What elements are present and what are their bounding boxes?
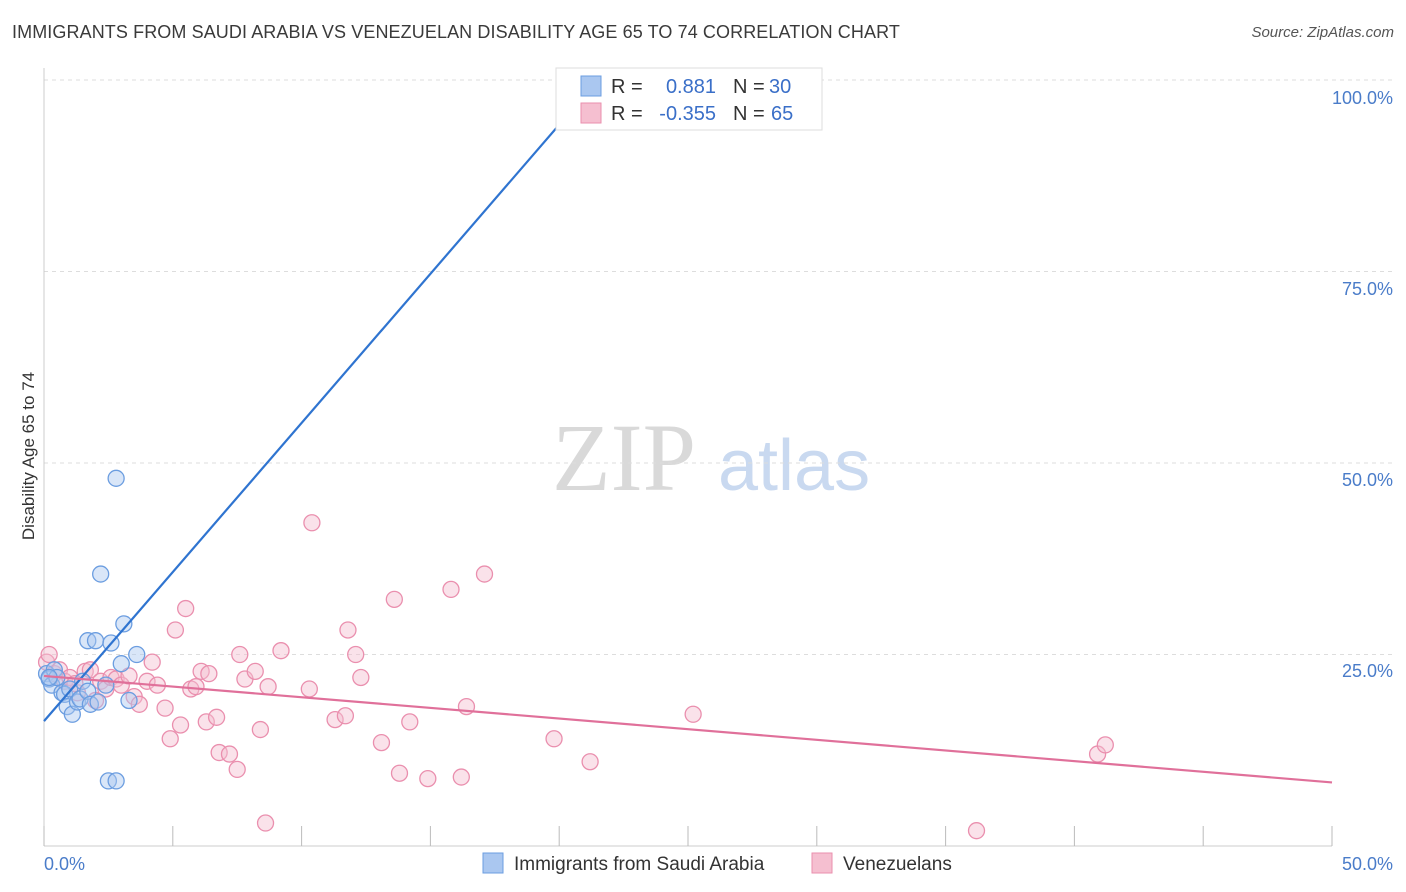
blue-data-point bbox=[115, 615, 133, 633]
pink-data-point bbox=[967, 822, 986, 840]
y-tick-label-100: 100.0% bbox=[1332, 88, 1393, 108]
pink-data-point bbox=[347, 645, 365, 664]
pink-data-point bbox=[1096, 736, 1114, 754]
y-tick-label-25: 25.0% bbox=[1342, 661, 1393, 681]
pink-data-point bbox=[336, 707, 355, 725]
legend-n-label-pink: N = bbox=[733, 103, 765, 125]
pink-data-point bbox=[259, 678, 277, 696]
legend-n-value-pink: 65 bbox=[771, 103, 793, 125]
pink-data-point bbox=[339, 621, 357, 639]
x-tick-marks bbox=[43, 826, 1333, 846]
watermark-atlas: atlas bbox=[718, 426, 870, 506]
pink-data-point bbox=[130, 695, 148, 713]
legend-n-label-blue: N = bbox=[733, 76, 765, 98]
blue-data-point bbox=[92, 565, 110, 583]
chart-title: IMMIGRANTS FROM SAUDI ARABIA VS VENEZUEL… bbox=[12, 22, 900, 42]
pink-data-point bbox=[385, 590, 403, 608]
blue-data-point bbox=[120, 691, 138, 710]
pink-data-point bbox=[442, 580, 460, 599]
pink-data-point bbox=[475, 565, 494, 583]
pink-data-point bbox=[171, 716, 190, 734]
series-legend-swatch-blue bbox=[482, 852, 504, 874]
correlation-legend: R = 0.881 N = 30 R = -0.355 N = 65 bbox=[555, 67, 823, 131]
y-tick-label-75: 75.0% bbox=[1342, 279, 1393, 299]
blue-data-point bbox=[107, 772, 125, 790]
watermark-zip: ZIP bbox=[552, 404, 696, 511]
pink-data-point bbox=[200, 665, 218, 683]
trend-lines bbox=[43, 79, 1333, 784]
blue-data-point bbox=[112, 655, 130, 673]
y-axis-label: Disability Age 65 to 74 bbox=[19, 372, 38, 540]
pink-data-point bbox=[401, 713, 419, 731]
series-legend-swatch-pink bbox=[811, 852, 833, 874]
pink-data-point bbox=[684, 705, 702, 723]
pink-data-point bbox=[352, 668, 370, 687]
pink-data-point bbox=[300, 680, 318, 698]
pink-data-point bbox=[231, 645, 249, 664]
x-tick-label-max: 50.0% bbox=[1342, 854, 1393, 874]
pink-data-point bbox=[326, 710, 344, 729]
x-tick-label-min: 0.0% bbox=[44, 854, 85, 874]
blue-data-point bbox=[79, 682, 97, 700]
pink-data-point bbox=[166, 621, 185, 639]
legend-n-value-blue: 30 bbox=[769, 76, 791, 98]
pink-data-point bbox=[40, 645, 58, 664]
pink-data-point bbox=[581, 753, 599, 771]
gridlines bbox=[44, 79, 1394, 655]
series-legend: Immigrants from Saudi Arabia Venezuelans bbox=[482, 852, 952, 875]
y-tick-label-50: 50.0% bbox=[1342, 470, 1393, 490]
legend-swatch-pink bbox=[580, 102, 602, 124]
blue-data-point bbox=[73, 672, 92, 690]
pink-data-point bbox=[207, 708, 226, 726]
pink-data-point bbox=[251, 720, 270, 739]
legend-r-value-blue: 0.881 bbox=[666, 76, 716, 98]
pink-data-point bbox=[256, 814, 275, 832]
pink-data-point bbox=[246, 662, 264, 681]
legend-r-value-pink: -0.355 bbox=[659, 103, 716, 125]
pink-data-point bbox=[187, 678, 205, 696]
pink-data-point bbox=[177, 599, 195, 618]
venezuelans-points bbox=[37, 514, 1114, 840]
series-legend-label-pink: Venezuelans bbox=[843, 854, 952, 875]
pink-data-point bbox=[272, 642, 290, 660]
pink-data-point bbox=[452, 768, 470, 786]
pink-data-point bbox=[143, 653, 161, 671]
legend-r-label-blue: R = bbox=[611, 76, 643, 98]
series-legend-label-blue: Immigrants from Saudi Arabia bbox=[514, 854, 765, 875]
pink-trend-line bbox=[43, 674, 1333, 784]
pink-data-point bbox=[220, 745, 239, 763]
blue-data-point bbox=[86, 632, 105, 650]
pink-data-point bbox=[303, 514, 321, 532]
pink-data-point bbox=[156, 699, 174, 717]
legend-r-label-pink: R = bbox=[611, 103, 643, 125]
blue-data-point bbox=[68, 693, 87, 711]
blue-data-point bbox=[89, 693, 107, 711]
legend-swatch-blue bbox=[580, 75, 602, 97]
pink-data-point bbox=[161, 730, 179, 748]
pink-data-point bbox=[372, 733, 391, 752]
pink-data-point bbox=[545, 730, 563, 748]
blue-trend-line bbox=[43, 79, 599, 722]
chart-source: Source: ZipAtlas.com bbox=[1251, 24, 1394, 41]
pink-data-point bbox=[390, 764, 409, 782]
blue-data-point bbox=[107, 469, 125, 487]
pink-data-point bbox=[197, 713, 215, 731]
pink-data-point bbox=[419, 769, 437, 788]
blue-data-point bbox=[128, 645, 146, 664]
pink-data-point bbox=[228, 760, 246, 779]
blue-data-point bbox=[61, 680, 79, 698]
